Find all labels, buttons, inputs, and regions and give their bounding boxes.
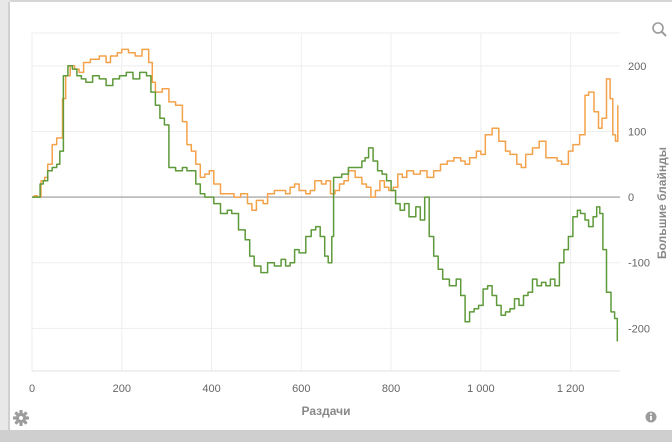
y-tick-label: 100 [628,126,646,138]
x-tick-label: 1 200 [557,383,585,395]
y-axis-title: Большие блайнды [655,147,669,259]
x-tick-label: 600 [292,383,310,395]
panel-edge [8,2,10,430]
x-tick-label: 800 [382,383,400,395]
x-axis-title: Раздачи [302,404,351,418]
series-group [32,48,619,342]
info-icon[interactable] [645,411,657,423]
x-tick-label: 200 [113,383,131,395]
x-axis-ticks: 0 200 400 600 800 1 000 1 200 [29,383,584,395]
top-border [0,0,672,2]
y-tick-label: 200 [628,61,646,73]
y-tick-label: -100 [628,258,650,270]
series-line-2 [32,65,619,342]
series-line-1 [32,48,619,211]
y-tick-label: 0 [628,192,634,204]
y-axis-ticks: 200 100 0 -100 -200 [628,61,650,336]
x-tick-label: 400 [202,383,220,395]
plot-area [32,33,620,371]
x-tick-label: 0 [29,383,35,395]
gear-icon[interactable] [13,410,29,426]
y-tick-label: -200 [628,323,650,335]
magnifier-icon[interactable] [652,22,667,37]
left-border [0,0,10,442]
x-tick-label: 1 000 [467,383,495,395]
bottom-border [0,430,672,442]
